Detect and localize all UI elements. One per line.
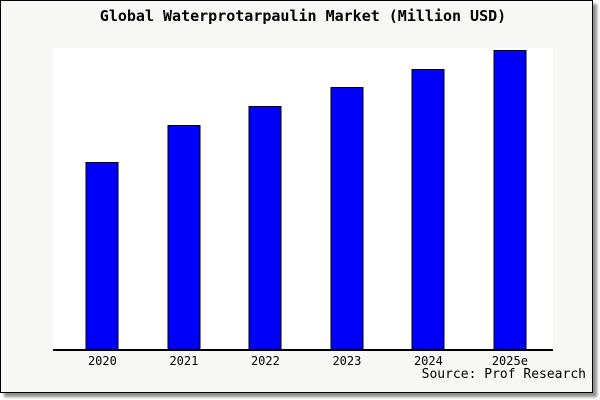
x-tick-label-2020: 2020 (87, 354, 117, 368)
x-tick-label-2023: 2023 (332, 354, 362, 368)
chart-panel: Global Waterprotarpaulin Market (Million… (0, 0, 593, 393)
plot-area (53, 48, 553, 351)
bar-2021 (167, 124, 201, 349)
bar-2020 (85, 162, 119, 349)
source-credit: Source: Prof Research (421, 367, 586, 382)
bar-2024 (411, 68, 445, 349)
x-axis-labels: 2020 2021 2022 2023 2024 2025e (53, 354, 553, 368)
chart-title: Global Waterprotarpaulin Market (Million… (99, 7, 507, 25)
bar-2023 (330, 87, 364, 349)
bar-2022 (248, 105, 282, 349)
x-tick-label-2021: 2021 (169, 354, 199, 368)
x-tick-label-2022: 2022 (250, 354, 280, 368)
x-tick-label-2025e: 2025e (491, 354, 528, 368)
x-tick-label-2024: 2024 (413, 354, 443, 368)
bar-2025e (493, 49, 527, 349)
